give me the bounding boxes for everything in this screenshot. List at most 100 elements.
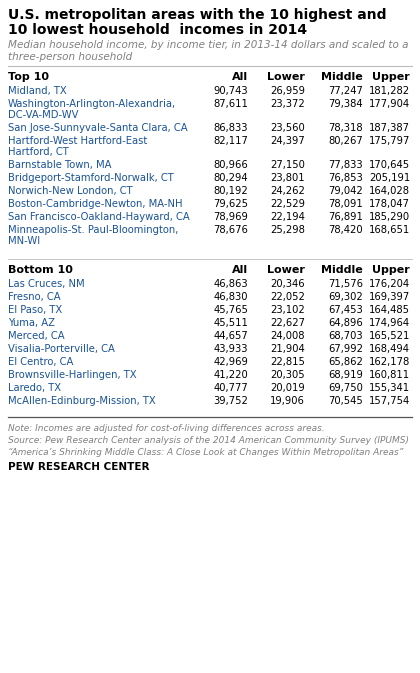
Text: 79,042: 79,042 [328, 186, 363, 196]
Text: 20,346: 20,346 [270, 279, 305, 289]
Text: 65,862: 65,862 [328, 357, 363, 367]
Text: 69,302: 69,302 [328, 292, 363, 302]
Text: 80,267: 80,267 [328, 136, 363, 146]
Text: 79,384: 79,384 [328, 99, 363, 109]
Text: Top 10: Top 10 [8, 72, 49, 82]
Text: 24,008: 24,008 [270, 331, 305, 341]
Text: 79,625: 79,625 [213, 199, 248, 209]
Text: Midland, TX: Midland, TX [8, 86, 67, 96]
Text: 70,545: 70,545 [328, 396, 363, 406]
Text: 20,019: 20,019 [270, 383, 305, 393]
Text: Lower: Lower [267, 265, 305, 275]
Text: 165,521: 165,521 [369, 331, 410, 341]
Text: 19,906: 19,906 [270, 396, 305, 406]
Text: Upper: Upper [372, 72, 410, 82]
Text: Median household income, by income tier, in 2013-14 dollars and scaled to a: Median household income, by income tier,… [8, 40, 409, 50]
Text: 21,904: 21,904 [270, 344, 305, 354]
Text: San Francisco-Oakland-Hayward, CA: San Francisco-Oakland-Hayward, CA [8, 212, 190, 222]
Text: 77,247: 77,247 [328, 86, 363, 96]
Text: 155,341: 155,341 [369, 383, 410, 393]
Text: Upper: Upper [372, 265, 410, 275]
Text: 87,611: 87,611 [213, 99, 248, 109]
Text: 46,863: 46,863 [213, 279, 248, 289]
Text: 76,891: 76,891 [328, 212, 363, 222]
Text: 86,833: 86,833 [213, 123, 248, 133]
Text: 64,896: 64,896 [328, 318, 363, 328]
Text: Norwich-New London, CT: Norwich-New London, CT [8, 186, 133, 196]
Text: 205,191: 205,191 [369, 173, 410, 183]
Text: 25,298: 25,298 [270, 225, 305, 235]
Text: 22,627: 22,627 [270, 318, 305, 328]
Text: 23,102: 23,102 [270, 305, 305, 315]
Text: 45,765: 45,765 [213, 305, 248, 315]
Text: 67,453: 67,453 [328, 305, 363, 315]
Text: 20,305: 20,305 [270, 370, 305, 380]
Text: 185,290: 185,290 [369, 212, 410, 222]
Text: 22,529: 22,529 [270, 199, 305, 209]
Text: 160,811: 160,811 [369, 370, 410, 380]
Text: El Centro, CA: El Centro, CA [8, 357, 74, 367]
Text: 175,797: 175,797 [369, 136, 410, 146]
Text: Hartford-West Hartford-East: Hartford-West Hartford-East [8, 136, 147, 146]
Text: 78,318: 78,318 [328, 123, 363, 133]
Text: 78,969: 78,969 [213, 212, 248, 222]
Text: 169,397: 169,397 [369, 292, 410, 302]
Text: 77,833: 77,833 [328, 160, 363, 170]
Text: Merced, CA: Merced, CA [8, 331, 65, 341]
Text: 22,052: 22,052 [270, 292, 305, 302]
Text: DC-VA-MD-WV: DC-VA-MD-WV [8, 110, 79, 120]
Text: 177,904: 177,904 [369, 99, 410, 109]
Text: 181,282: 181,282 [369, 86, 410, 96]
Text: 40,777: 40,777 [213, 383, 248, 393]
Text: 164,028: 164,028 [369, 186, 410, 196]
Text: 23,560: 23,560 [270, 123, 305, 133]
Text: 41,220: 41,220 [213, 370, 248, 380]
Text: All: All [232, 72, 248, 82]
Text: 187,387: 187,387 [369, 123, 410, 133]
Text: 78,091: 78,091 [328, 199, 363, 209]
Text: 27,150: 27,150 [270, 160, 305, 170]
Text: Bottom 10: Bottom 10 [8, 265, 73, 275]
Text: Barnstable Town, MA: Barnstable Town, MA [8, 160, 111, 170]
Text: McAllen-Edinburg-Mission, TX: McAllen-Edinburg-Mission, TX [8, 396, 156, 406]
Text: 162,178: 162,178 [369, 357, 410, 367]
Text: Brownsville-Harlingen, TX: Brownsville-Harlingen, TX [8, 370, 136, 380]
Text: Las Cruces, NM: Las Cruces, NM [8, 279, 84, 289]
Text: Visalia-Porterville, CA: Visalia-Porterville, CA [8, 344, 115, 354]
Text: Laredo, TX: Laredo, TX [8, 383, 61, 393]
Text: 157,754: 157,754 [369, 396, 410, 406]
Text: 168,494: 168,494 [369, 344, 410, 354]
Text: 168,651: 168,651 [369, 225, 410, 235]
Text: Middle: Middle [321, 72, 363, 82]
Text: 164,485: 164,485 [369, 305, 410, 315]
Text: 80,294: 80,294 [213, 173, 248, 183]
Text: Fresno, CA: Fresno, CA [8, 292, 60, 302]
Text: U.S. metropolitan areas with the 10 highest and: U.S. metropolitan areas with the 10 high… [8, 8, 386, 22]
Text: 23,801: 23,801 [270, 173, 305, 183]
Text: 10 lowest household  incomes in 2014: 10 lowest household incomes in 2014 [8, 23, 307, 37]
Text: Washington-Arlington-Alexandria,: Washington-Arlington-Alexandria, [8, 99, 176, 109]
Text: 178,047: 178,047 [369, 199, 410, 209]
Text: 82,117: 82,117 [213, 136, 248, 146]
Text: San Jose-Sunnyvale-Santa Clara, CA: San Jose-Sunnyvale-Santa Clara, CA [8, 123, 188, 133]
Text: 78,420: 78,420 [328, 225, 363, 235]
Text: 176,204: 176,204 [369, 279, 410, 289]
Text: 67,992: 67,992 [328, 344, 363, 354]
Text: Bridgeport-Stamford-Norwalk, CT: Bridgeport-Stamford-Norwalk, CT [8, 173, 174, 183]
Text: 69,750: 69,750 [328, 383, 363, 393]
Text: 170,645: 170,645 [369, 160, 410, 170]
Text: Boston-Cambridge-Newton, MA-NH: Boston-Cambridge-Newton, MA-NH [8, 199, 183, 209]
Text: 78,676: 78,676 [213, 225, 248, 235]
Text: 76,853: 76,853 [328, 173, 363, 183]
Text: 39,752: 39,752 [213, 396, 248, 406]
Text: PEW RESEARCH CENTER: PEW RESEARCH CENTER [8, 462, 150, 472]
Text: 42,969: 42,969 [213, 357, 248, 367]
Text: 24,262: 24,262 [270, 186, 305, 196]
Text: Note: Incomes are adjusted for cost-of-living differences across areas.: Note: Incomes are adjusted for cost-of-l… [8, 424, 325, 433]
Text: Lower: Lower [267, 72, 305, 82]
Text: 44,657: 44,657 [213, 331, 248, 341]
Text: 90,743: 90,743 [213, 86, 248, 96]
Text: El Paso, TX: El Paso, TX [8, 305, 62, 315]
Text: Source: Pew Research Center analysis of the 2014 American Community Survey (IPUM: Source: Pew Research Center analysis of … [8, 436, 409, 445]
Text: MN-WI: MN-WI [8, 236, 40, 246]
